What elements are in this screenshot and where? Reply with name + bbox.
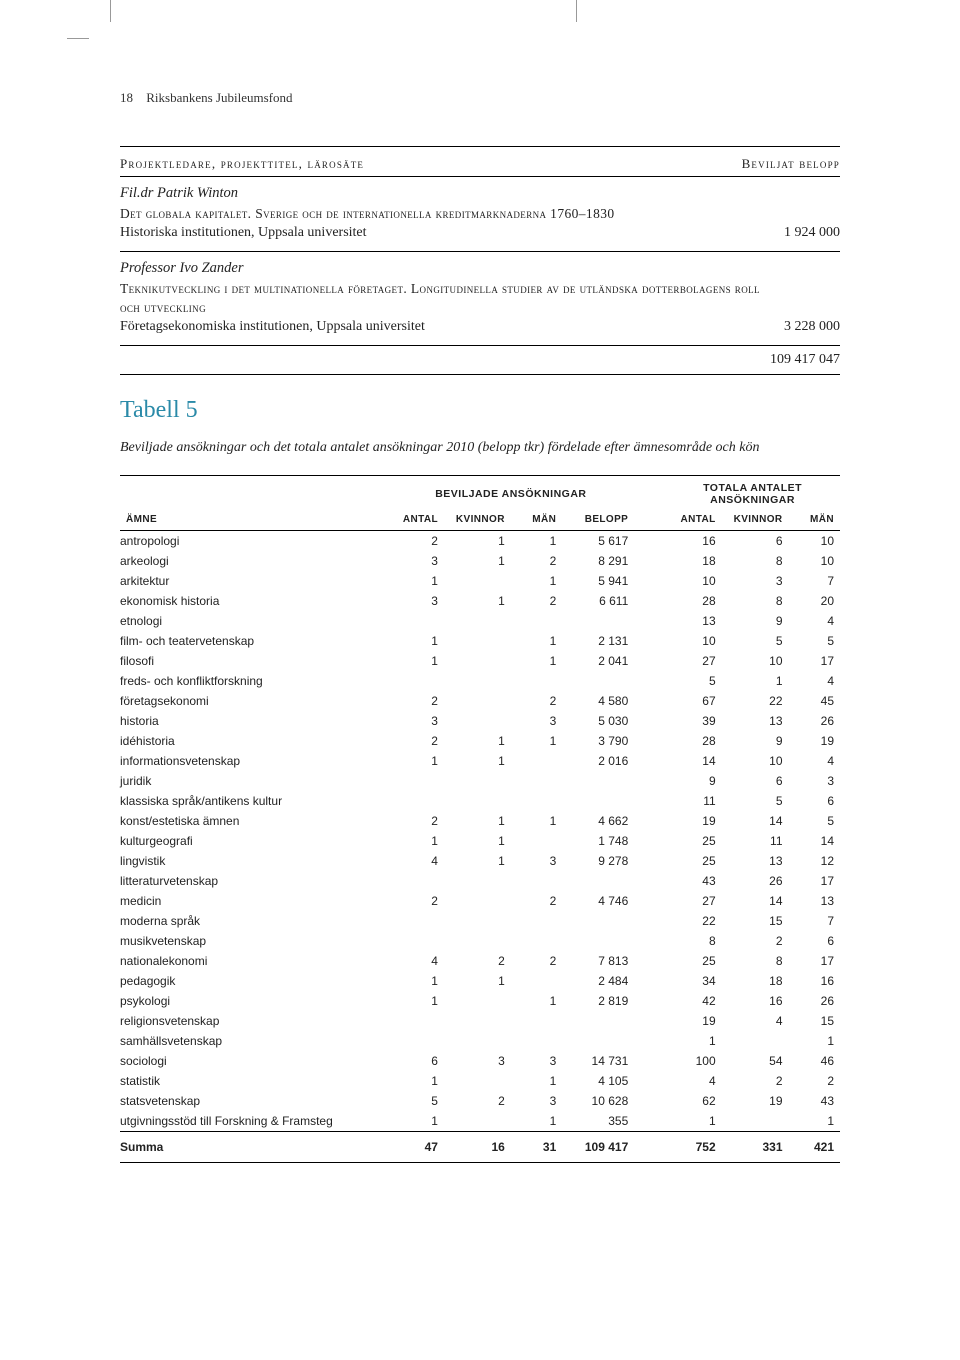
table-row: psykologi112 819421626 — [120, 991, 840, 1011]
table-row: juridik963 — [120, 771, 840, 791]
table-row: klassiska språk/antikens kultur1156 — [120, 791, 840, 811]
top-rule-thick — [120, 146, 840, 147]
total-amount: 109 417 047 — [770, 352, 840, 368]
table-row: samhällsvetenskap11 — [120, 1031, 840, 1051]
data-table: BEVILJADE ANSÖKNINGAR TOTALA ANTALET ANS… — [120, 475, 840, 1163]
table-row: religionsvetenskap19415 — [120, 1011, 840, 1031]
footer-label: Summa — [120, 1132, 387, 1163]
col-antal2: ANTAL — [665, 510, 722, 531]
table-row: litteraturvetenskap432617 — [120, 871, 840, 891]
table-row: etnologi1394 — [120, 611, 840, 631]
table-row: moderna språk22157 — [120, 911, 840, 931]
table-row: statistik114 105422 — [120, 1071, 840, 1091]
col-antal1: ANTAL — [387, 510, 444, 531]
project-institution: Företagsekonomiska institutionen, Uppsal… — [120, 319, 760, 335]
table-label: Tabell 5 — [120, 397, 840, 424]
table-row: statsvetenskap52310 628621943 — [120, 1091, 840, 1111]
col-subject: ÄMNE — [120, 510, 387, 531]
project-title: Teknikutveckling i det multinationella f… — [120, 279, 760, 318]
table-caption: Beviljade ansökningar och det totala ant… — [120, 438, 840, 458]
table-row: konst/estetiska ämnen2114 66219145 — [120, 811, 840, 831]
table-row: antropologi2115 61716610 — [120, 531, 840, 552]
table-row: musikvetenskap826 — [120, 931, 840, 951]
table-row: historia335 030391326 — [120, 711, 840, 731]
col-kvinnor2: KVINNOR — [722, 510, 789, 531]
table-row: nationalekonomi4227 81325817 — [120, 951, 840, 971]
table-row: utgivningsstöd till Forskning & Framsteg… — [120, 1111, 840, 1132]
table-row: film- och teatervetenskap112 1311055 — [120, 631, 840, 651]
column-header-row: ÄMNE ANTAL KVINNOR MÄN BELOPP ANTAL KVIN… — [120, 510, 840, 531]
section-header: Projektledare, projekttitel, lärosäte Be… — [120, 150, 840, 176]
project-entry: Professor Ivo Zander Teknikutveckling i d… — [120, 251, 840, 345]
table-row: arkeologi3128 29118810 — [120, 551, 840, 571]
col-kvinnor1: KVINNOR — [444, 510, 511, 531]
running-head-text: Riksbankens Jubileumsfond — [146, 90, 292, 105]
table-row: idéhistoria2113 79028919 — [120, 731, 840, 751]
group-header-approved: BEVILJADE ANSÖKNINGAR — [387, 476, 634, 511]
table-row: ekonomisk historia3126 61128820 — [120, 591, 840, 611]
table-row: freds- och konfliktforskning514 — [120, 671, 840, 691]
projects-total: 109 417 047 — [120, 345, 840, 374]
project-institution: Historiska institutionen, Uppsala univer… — [120, 225, 760, 241]
page-number: 18 — [120, 90, 133, 105]
crop-marks — [0, 0, 960, 30]
group-header-total: TOTALA ANTALET ANSÖKNINGAR — [665, 476, 840, 511]
table-row: företagsekonomi224 580672245 — [120, 691, 840, 711]
col-man1: MÄN — [511, 510, 562, 531]
running-head: 18 Riksbankens Jubileumsfond — [120, 90, 840, 106]
table-row: sociologi63314 7311005446 — [120, 1051, 840, 1071]
table-row: lingvistik4139 278251312 — [120, 851, 840, 871]
section-header-right: Beviljat belopp — [742, 156, 840, 172]
project-leader: Fil.dr Patrik Winton — [120, 185, 760, 202]
project-amount: 3 228 000 — [784, 319, 840, 335]
section-header-left: Projektledare, projekttitel, lärosäte — [120, 156, 364, 172]
crop-mark-horizontal — [67, 38, 89, 39]
project-amount: 1 924 000 — [784, 225, 840, 241]
project-entry: Fil.dr Patrik Winton Det globala kapitale… — [120, 176, 840, 251]
project-leader: Professor Ivo Zander — [120, 260, 760, 277]
table-row: arkitektur115 9411037 — [120, 571, 840, 591]
table-row: medicin224 746271413 — [120, 891, 840, 911]
group-header-row: BEVILJADE ANSÖKNINGAR TOTALA ANTALET ANS… — [120, 476, 840, 511]
table-footer-row: Summa 47 16 31 109 417 752 331 421 — [120, 1132, 840, 1163]
table-row: pedagogik112 484341816 — [120, 971, 840, 991]
col-belopp: BELOPP — [562, 510, 634, 531]
col-man2: MÄN — [789, 510, 841, 531]
table-row: kulturgeografi111 748251114 — [120, 831, 840, 851]
table-row: informationsvetenskap112 01614104 — [120, 751, 840, 771]
table-row: filosofi112 041271017 — [120, 651, 840, 671]
project-title: Det globala kapitalet. Sverige och de in… — [120, 204, 760, 224]
bottom-rule — [120, 374, 840, 375]
